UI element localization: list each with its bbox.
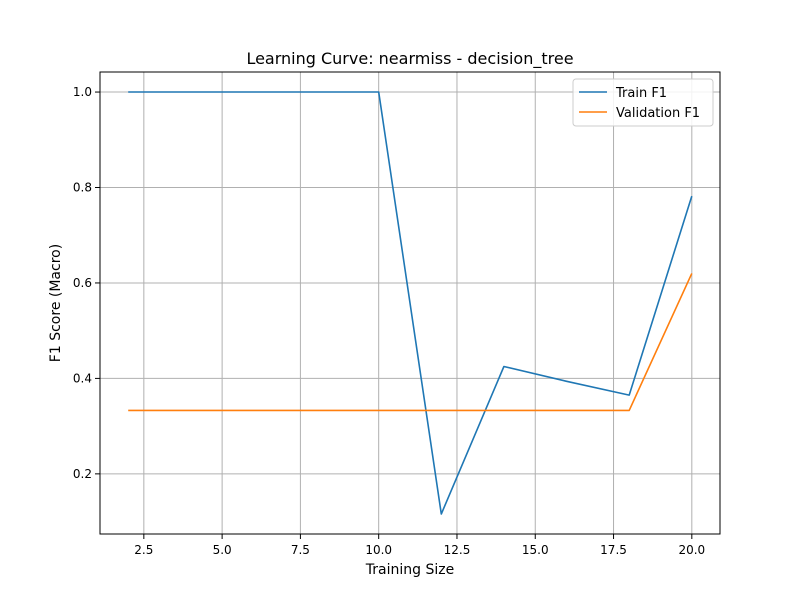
grid-lines <box>100 72 720 534</box>
legend: Train F1 Validation F1 <box>572 78 714 127</box>
legend-label: Validation F1 <box>616 106 700 121</box>
y-tick-label: 0.2 <box>73 467 92 481</box>
x-tick-label: 12.5 <box>444 543 471 557</box>
axis-ticks: 2.5 5.0 7.5 10.0 12.5 15.0 17.5 20.0 0.2 0.4 0.6 0.… <box>73 85 705 557</box>
y-tick-label: 1.0 <box>73 85 92 99</box>
chart-title: Learning Curve: nearmiss - decision_tree <box>246 49 573 69</box>
x-tick-label: 10.0 <box>365 543 392 557</box>
y-tick-label: 0.4 <box>73 371 92 385</box>
series-line-train-f1 <box>128 91 693 515</box>
x-tick-label: 7.5 <box>291 543 310 557</box>
legend-box <box>572 78 714 127</box>
plot-frame <box>99 71 721 535</box>
y-tick-label: 0.6 <box>73 276 92 290</box>
x-tick-label: 15.0 <box>522 543 549 557</box>
x-axis-label: Training Size <box>365 562 454 578</box>
y-tick-label: 0.8 <box>73 181 92 195</box>
x-tick-label: 20.0 <box>678 543 705 557</box>
x-tick-label: 5.0 <box>213 543 232 557</box>
series-lines <box>128 91 693 515</box>
x-tick-label: 2.5 <box>134 543 153 557</box>
series-line-validation-f1 <box>128 273 693 412</box>
legend-label: Train F1 <box>615 86 667 101</box>
x-tick-label: 17.5 <box>600 543 627 557</box>
y-axis-label: F1 Score (Macro) <box>48 244 64 362</box>
